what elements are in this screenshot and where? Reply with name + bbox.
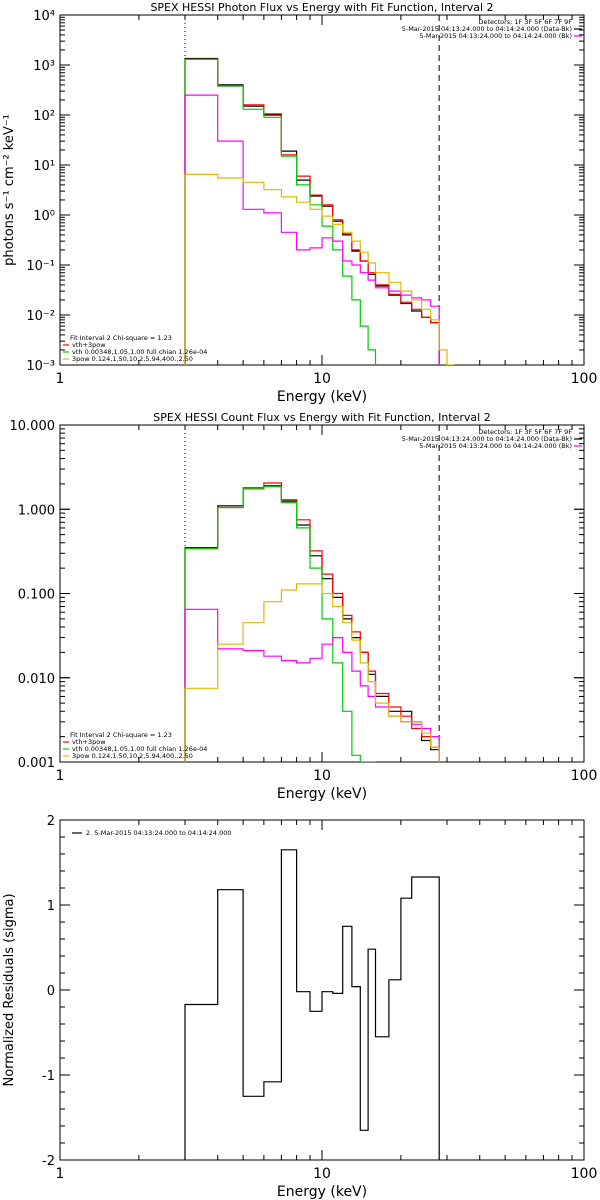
series-5-line	[184, 173, 455, 365]
y-tick-label: -1	[42, 1069, 55, 1084]
x-tick-label: 100	[571, 1166, 598, 1182]
y-tick-label: 10⁻³	[26, 359, 55, 374]
x-tick-label: 10	[313, 768, 331, 784]
y-tick-label: 10¹	[33, 159, 55, 174]
y-tick-label: 10⁰	[33, 209, 55, 224]
x-tick-label: 1	[56, 371, 65, 387]
y-tick-label: 0.001	[18, 756, 55, 771]
chart-panel-2: SPEX HESSI Count Flux vs Energy with Fit…	[10, 411, 598, 802]
y-tick-label: -2	[42, 1154, 55, 1169]
x-tick-label: 10	[313, 371, 331, 387]
y-tick-label: 0.100	[18, 588, 55, 603]
y-tick-label: 10⁻¹	[26, 259, 55, 274]
y-tick-label: 1	[47, 899, 55, 914]
y-tick-label: 10²	[33, 109, 55, 124]
legend-entry: Detectors: 1F 3F 5F 6F 7F 9F	[478, 428, 572, 436]
y-axis-label: photons s⁻¹ cm⁻² keV⁻¹	[2, 114, 17, 266]
legend-entry: 5-Mar-2015 04:13:24.000 to 04:14:24.000 …	[402, 435, 572, 443]
x-axis-label: Energy (keV)	[277, 786, 367, 802]
y-tick-label: 0	[47, 984, 55, 999]
series-group	[184, 57, 455, 365]
plot-frame	[59, 819, 585, 1161]
series-1-line	[184, 849, 440, 1160]
legend-entry: vth 0.00348,1.05,1.00 full chian 1.26e-0…	[72, 348, 207, 356]
y-tick-label: 0.010	[18, 672, 55, 687]
series-4-line	[184, 608, 440, 762]
legend-entry: 5-Mar-2015 04:13:24.000 to 04:14:24.000 …	[419, 32, 572, 40]
y-tick-label: 10⁻²	[26, 309, 55, 324]
legend-entry: 2. 5-Mar-2015 04:13:24.000 to 04:14:24.0…	[86, 829, 232, 837]
y-tick-label: 10³	[33, 59, 55, 74]
legend-entry: 5-Mar-2015 04:13:24.000 to 04:14:24.000 …	[402, 25, 572, 33]
chart-panel-3: 1 10 100 -2 -1 0 1 2 Energy (keV) Normalized Resi…	[2, 814, 597, 1200]
legend-entry: 3pow 0.124,1.50,10.2,5.94,400.,2.50	[72, 355, 193, 363]
x-axis-label: Energy (keV)	[277, 389, 367, 405]
series-1-line	[184, 57, 440, 365]
y-tick-label: 2	[47, 814, 55, 829]
x-tick-label: 100	[571, 768, 598, 784]
y-axis-label: Normalized Residuals (sigma)	[2, 893, 17, 1086]
series-5-line	[184, 583, 440, 762]
chart-title: SPEX HESSI Count Flux vs Energy with Fit…	[153, 411, 490, 424]
series-group	[184, 849, 440, 1160]
chart-title: SPEX HESSI Photon Flux vs Energy with Fi…	[150, 1, 493, 14]
legend-entry: vth 0.00348,1.05,1.00 full chian 1.26e-0…	[72, 745, 207, 753]
y-tick-label: 10⁴	[33, 9, 55, 24]
y-tick-label: 1.000	[18, 503, 55, 518]
x-tick-label: 10	[313, 1166, 331, 1182]
series-group	[184, 482, 440, 762]
plot-frame	[59, 14, 585, 366]
legend-entry: vth+3pow	[72, 738, 106, 746]
legend-entry: Detectors: 1F 3F 5F 6F 7F 9F	[478, 18, 572, 26]
y-tick-label: 10.000	[10, 419, 56, 434]
x-tick-label: 100	[571, 371, 598, 387]
x-tick-label: 1	[56, 1166, 65, 1182]
series-2-line	[184, 58, 440, 365]
chart-panel-1: SPEX HESSI Photon Flux vs Energy with Fi…	[2, 1, 597, 405]
legend-entry: Fit Interval 2 Chi-square = 1.23	[70, 731, 172, 739]
legend-entry: vth+3pow	[72, 341, 106, 349]
legend-entry: 3pow 0.124,1.50,10.2,5.94,400.,2.50	[72, 752, 193, 760]
series-3-line	[184, 486, 376, 762]
series-3-line	[184, 58, 377, 365]
legend-entry: 5-Mar-2015 04:13:24.000 to 04:14:24.000 …	[419, 442, 572, 450]
series-4-line	[184, 94, 440, 365]
x-tick-label: 1	[56, 768, 65, 784]
x-axis-label: Energy (keV)	[277, 1184, 367, 1200]
legend-entry: Fit Interval 2 Chi-square = 1.23	[70, 334, 172, 342]
